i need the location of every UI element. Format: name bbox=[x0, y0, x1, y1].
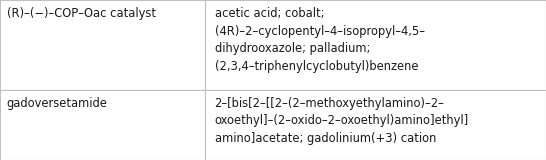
Text: 2–[bis[2–[[2–(2–methoxyethylamino)–2–
oxoethyl]–(2–oxido–2–oxoethyl)amino]ethyl]: 2–[bis[2–[[2–(2–methoxyethylamino)–2– ox… bbox=[215, 97, 469, 145]
Bar bbox=[205, 0, 546, 90]
Text: acetic acid; cobalt;
(4R)–2–cyclopentyl–4–isopropyl–4,5–
dihydrooxazole; palladi: acetic acid; cobalt; (4R)–2–cyclopentyl–… bbox=[215, 7, 425, 73]
Bar bbox=[0, 90, 205, 160]
Bar bbox=[0, 0, 205, 90]
Text: (R)–(−)–COP–Oac catalyst: (R)–(−)–COP–Oac catalyst bbox=[7, 7, 156, 20]
Bar bbox=[205, 90, 546, 160]
Text: gadoversetamide: gadoversetamide bbox=[7, 97, 108, 110]
